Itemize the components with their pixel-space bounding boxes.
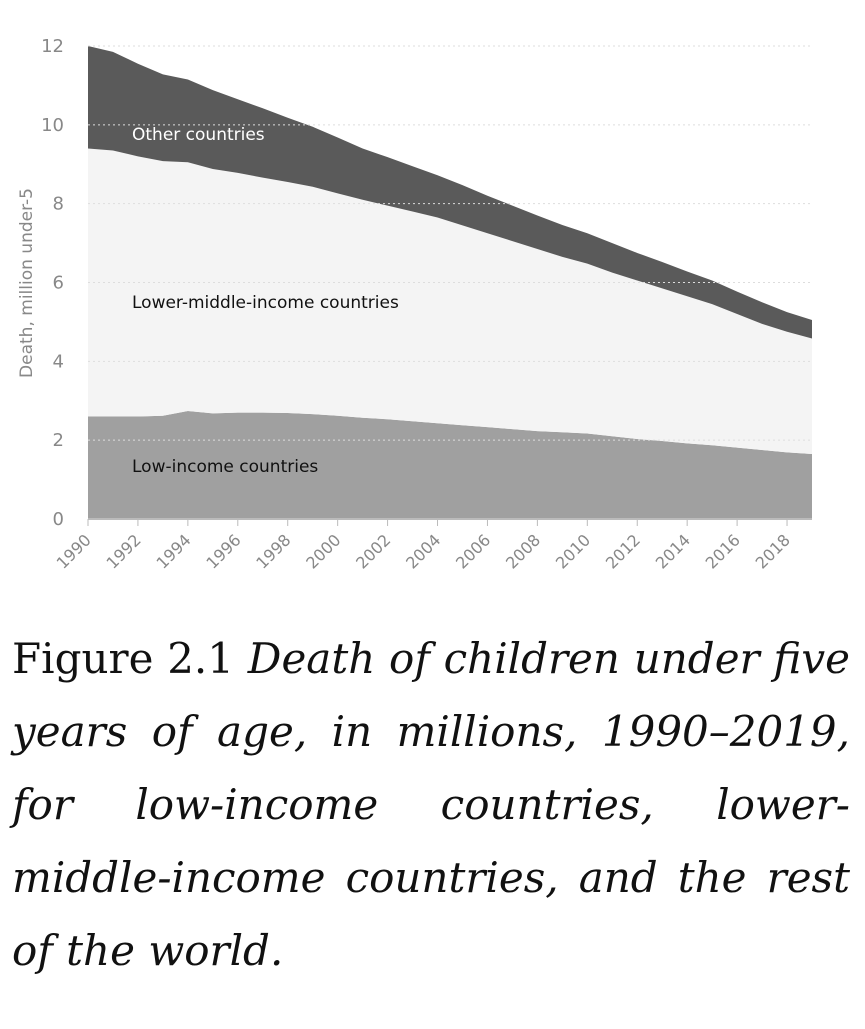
x-tick-label: 2014 bbox=[652, 530, 694, 572]
x-tick-label: 2010 bbox=[552, 530, 594, 572]
y-tick-label: 12 bbox=[41, 36, 64, 57]
y-tick-label: 0 bbox=[53, 509, 64, 530]
y-tick-label: 8 bbox=[53, 194, 64, 215]
area bbox=[88, 410, 812, 519]
x-tick-label: 1996 bbox=[202, 530, 244, 572]
x-tick-label: 2008 bbox=[502, 530, 544, 572]
x-tick-label: 2006 bbox=[452, 530, 494, 572]
area bbox=[88, 46, 812, 339]
x-tick-label: 1992 bbox=[103, 530, 145, 572]
caption-label: Figure 2.1 bbox=[12, 634, 235, 683]
caption-text: Death of children under five years of ag… bbox=[12, 634, 850, 975]
chart: Death, million under-5 0 2 4 6 8 10 12 1990 1992… bbox=[17, 36, 812, 573]
y-tick-label: 10 bbox=[41, 115, 64, 136]
x-tick-label: 2000 bbox=[302, 530, 344, 572]
x-tick-label: 1998 bbox=[252, 530, 294, 572]
series-label: Other countries bbox=[132, 125, 265, 145]
area bbox=[88, 148, 812, 454]
y-tick-label: 4 bbox=[53, 351, 64, 372]
y-tick-label: 2 bbox=[53, 430, 64, 451]
y-tick-label: 6 bbox=[53, 273, 64, 294]
y-axis-label: Death, million under-5 bbox=[17, 188, 37, 378]
caption: Figure 2.1 Death of children under five … bbox=[12, 622, 850, 987]
x-tick-label: 2004 bbox=[402, 530, 444, 572]
series-label: Low-income countries bbox=[132, 457, 318, 477]
series-label: Lower-middle-income countries bbox=[132, 293, 399, 313]
x-tick-label: 2002 bbox=[352, 530, 394, 572]
x-tick-label: 1994 bbox=[152, 530, 194, 572]
x-tick-label: 1990 bbox=[53, 530, 95, 572]
x-tick-label: 2018 bbox=[752, 530, 794, 572]
x-tick-label: 2012 bbox=[602, 530, 644, 572]
x-tick-label: 2016 bbox=[702, 530, 744, 572]
